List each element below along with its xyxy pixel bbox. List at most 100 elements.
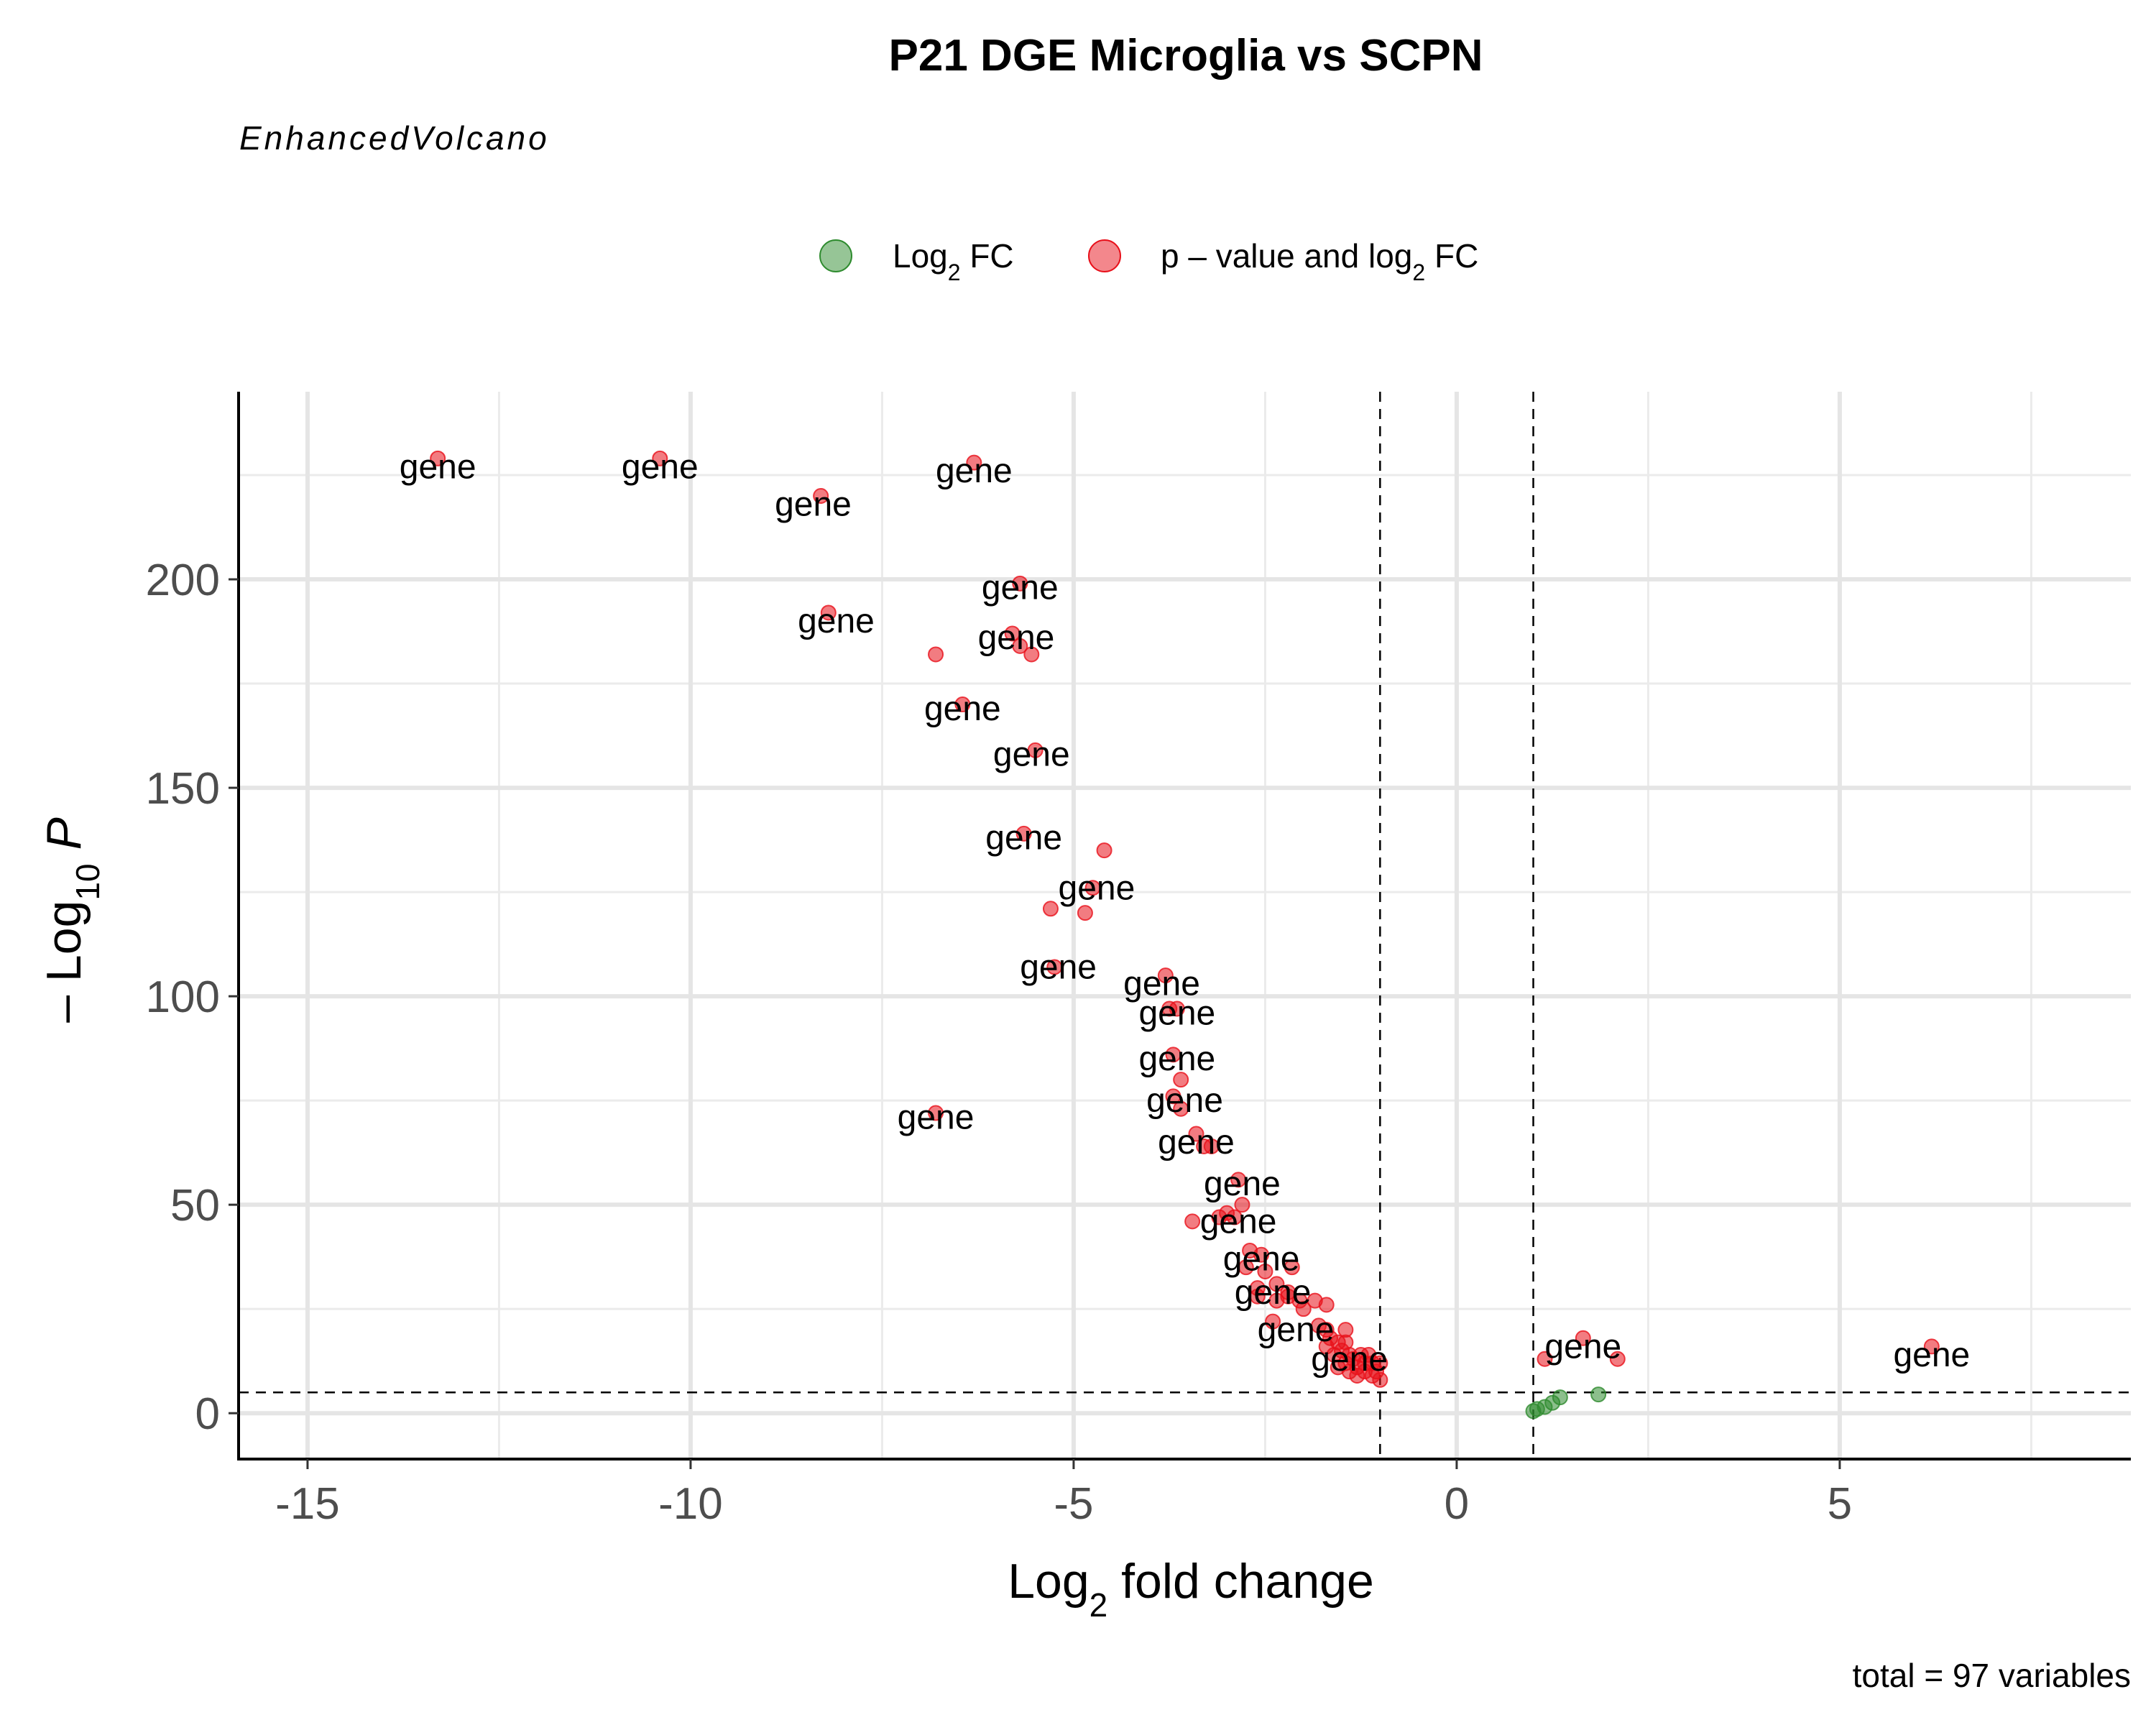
gene-label: gene (993, 736, 1070, 774)
x-tick-label: 0 (1445, 1479, 1469, 1529)
point-pvalue-log2fc (820, 604, 837, 621)
point-pvalue-log2fc (1015, 825, 1032, 842)
y-tick-label: 150 (146, 764, 220, 814)
legend-label-pvalue-sub: 2 (1412, 259, 1425, 285)
gene-label: gene (1544, 1328, 1621, 1366)
legend-key-log2fc (819, 239, 852, 272)
legend-label-pvalue-log2fc: p – value and log2 FC (1161, 237, 1478, 285)
legend: Log2 FC p – value and log2 FC (819, 237, 1478, 285)
y-axis-title-prefix: – Log (37, 901, 91, 1023)
point-pvalue-log2fc (1349, 1367, 1365, 1384)
series-log2fc (1525, 1386, 1607, 1420)
x-axis-title-base: Log (1008, 1554, 1089, 1609)
x-axis-title-rest: fold change (1107, 1554, 1374, 1609)
legend-label-log2fc-base: Log (893, 237, 948, 275)
gene-label: gene (1893, 1336, 1970, 1374)
point-pvalue-log2fc (1173, 1100, 1189, 1117)
point-pvalue-log2fc (1096, 842, 1112, 859)
y-tick-label: 50 (170, 1181, 220, 1230)
y-axis-ticks: 0 50 100 150 200 (146, 556, 239, 1439)
point-pvalue-log2fc (652, 450, 668, 466)
point-pvalue-log2fc (1012, 575, 1028, 592)
gene-label: gene (978, 619, 1055, 657)
point-pvalue-log2fc (1257, 1263, 1273, 1279)
point-pvalue-log2fc (1923, 1338, 1940, 1355)
gene-label: gene (1204, 1165, 1281, 1203)
gene-label: gene (898, 1098, 975, 1136)
grid-major (239, 392, 2131, 1459)
gene-label: gene (1258, 1311, 1335, 1349)
point-pvalue-log2fc (954, 696, 971, 713)
chart-title: P21 DGE Microglia vs SCPN (889, 31, 1483, 80)
y-tick-label: 0 (195, 1389, 220, 1439)
point-pvalue-log2fc (813, 488, 829, 505)
chart-subtitle: EnhancedVolcano (239, 119, 550, 157)
point-pvalue-log2fc (1077, 905, 1093, 921)
cutoff-lines (239, 392, 2131, 1459)
gene-label: gene (1158, 1123, 1235, 1162)
point-pvalue-log2fc (1265, 1313, 1281, 1330)
legend-label-pvalue-rest: FC (1425, 237, 1478, 275)
y-axis-title-sub: 10 (69, 863, 106, 900)
point-pvalue-log2fc (1188, 1126, 1204, 1142)
point-pvalue-log2fc (1165, 1046, 1181, 1063)
point-pvalue-log2fc (1253, 1246, 1270, 1263)
point-pvalue-log2fc (430, 450, 446, 466)
gene-label: gene (400, 448, 476, 486)
point-pvalue-log2fc (928, 1105, 944, 1121)
point-pvalue-log2fc (1165, 1088, 1181, 1105)
point-pvalue-log2fc (1169, 1000, 1185, 1017)
point-pvalue-log2fc (1027, 742, 1044, 758)
gene-label: gene (1200, 1202, 1277, 1241)
gene-label: gene (1020, 949, 1097, 987)
point-pvalue-log2fc (1372, 1371, 1388, 1388)
point-pvalue-log2fc (1046, 959, 1063, 975)
gene-label: gene (1123, 965, 1200, 1003)
y-tick-label: 100 (146, 972, 220, 1022)
gene-label: gene (1146, 1082, 1223, 1120)
x-tick-label: -5 (1054, 1479, 1093, 1529)
point-pvalue-log2fc (1042, 901, 1059, 917)
gene-label: gene (775, 486, 852, 524)
point-pvalue-log2fc (1268, 1276, 1285, 1292)
gene-label: gene (798, 602, 875, 640)
x-axis-ticks: -15 -10 -5 0 5 (275, 1459, 1852, 1529)
x-tick-label: 5 (1828, 1479, 1852, 1529)
point-pvalue-log2fc (1609, 1351, 1626, 1367)
point-pvalue-log2fc (1203, 1138, 1220, 1154)
point-pvalue-log2fc (1575, 1330, 1591, 1346)
y-axis-title: – Log10 P (37, 817, 106, 1023)
gene-label: gene (1059, 869, 1135, 907)
x-axis-title: Log2 fold change (1008, 1554, 1374, 1624)
gene-label: gene (924, 690, 1001, 728)
x-axis-title-sub: 2 (1089, 1586, 1108, 1624)
gene-label: gene (1138, 1040, 1215, 1078)
point-pvalue-log2fc (1226, 1209, 1243, 1225)
point-pvalue-log2fc (1537, 1351, 1553, 1367)
point-log2fc (1552, 1389, 1568, 1406)
x-tick-label: -10 (658, 1479, 723, 1529)
y-axis-title-italic: P (37, 817, 91, 863)
legend-label-log2fc-rest: FC (961, 237, 1014, 275)
y-tick-label: 200 (146, 556, 220, 605)
gene-label: gene (1138, 994, 1215, 1032)
point-pvalue-log2fc (1234, 1197, 1250, 1213)
point-pvalue-log2fc (1238, 1259, 1254, 1276)
gene-label: gene (982, 569, 1059, 607)
gene-label: gene (936, 452, 1013, 490)
grid-minor (239, 392, 2131, 1459)
point-pvalue-log2fc (1230, 1172, 1247, 1188)
point-pvalue-log2fc (1023, 646, 1040, 663)
series-pvalue-log2fc (430, 450, 1940, 1388)
gene-label: gene (985, 819, 1062, 857)
gene-label: gene (622, 448, 699, 486)
legend-label-log2fc-sub: 2 (948, 259, 961, 285)
point-pvalue-log2fc (1173, 1072, 1189, 1088)
point-pvalue-log2fc (966, 454, 982, 471)
point-pvalue-log2fc (1157, 967, 1174, 984)
total-variables-caption: total = 97 variables (1853, 1657, 2131, 1694)
gene-label: gene (1311, 1340, 1388, 1379)
